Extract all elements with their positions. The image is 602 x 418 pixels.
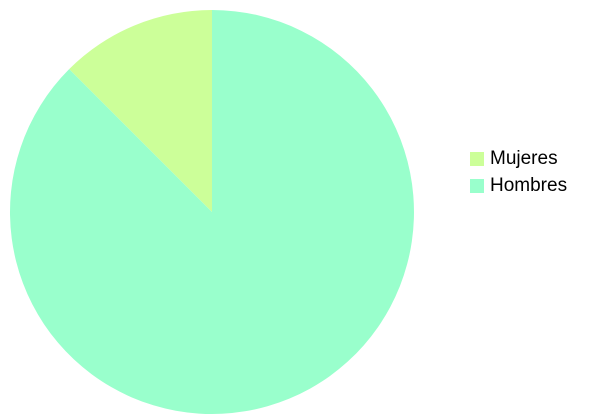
legend-swatch-hombres <box>470 178 484 193</box>
legend-swatch-mujeres <box>470 151 484 166</box>
legend-label-hombres: Hombres <box>490 175 568 196</box>
legend-item-mujeres: Mujeres <box>470 145 567 172</box>
legend-label-mujeres: Mujeres <box>490 148 558 169</box>
pie-slice-hombres <box>9 10 414 414</box>
legend: Mujeres Hombres <box>470 145 567 199</box>
legend-item-hombres: Hombres <box>470 172 567 199</box>
pie-slice-mujeres <box>69 10 212 212</box>
